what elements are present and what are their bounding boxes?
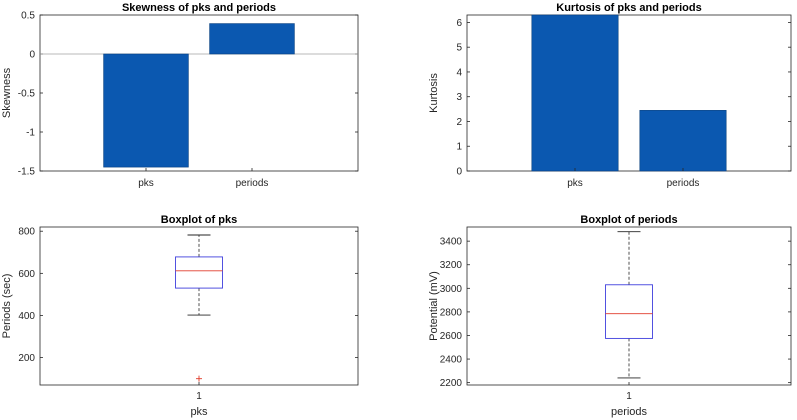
y-tick-label: 0.5 [21,11,35,22]
y-tick-label: 0 [29,50,35,61]
iqr-box [605,284,653,339]
chart-title: Boxplot of pks [161,214,237,226]
y-tick-label: 3000 [440,284,463,295]
y-tick-label: 3 [456,92,462,103]
y-tick-label: -0.5 [18,89,36,100]
axes-frame [466,14,792,172]
y-tick-label: 2200 [440,378,463,389]
x-axis-label: periods [611,406,648,418]
y-tick-label: 3400 [440,237,463,248]
x-tick-label: pks [567,178,583,189]
periods-boxplot: Boxplot of periods 3400 3200 3000 2800 2600 24… [428,214,792,418]
chart-title: Boxplot of periods [580,214,677,226]
y-axis-label: Potential (mV) [428,271,440,341]
axes-frame [39,14,359,172]
iqr-box [175,256,223,289]
x-tick-label: 1 [626,391,632,402]
y-tick-label: 200 [18,353,35,364]
y-axis-label: Skewness [1,67,13,118]
x-tick-label: pks [138,178,154,189]
y-tick-label: -1.5 [18,167,36,178]
x-tick-label: 1 [196,391,202,402]
y-tick-label: -1 [26,128,35,139]
bar-pks [103,53,189,168]
x-axis-label: pks [190,406,208,418]
y-tick-label: 400 [18,311,35,322]
x-tick-label: periods [667,178,700,189]
skewness-bar-chart: Skewness of pks and periods 0.5 0 -0.5 -1 -1.… [1,2,359,189]
y-tick-label: 2 [456,117,462,128]
y-tick-label: 3200 [440,260,463,271]
y-tick-label: 2800 [440,307,463,318]
x-tick-label: periods [236,178,269,189]
y-axis-label: Kurtosis [428,73,440,113]
pks-boxplot: Boxplot of pks 800 600 400 200 Periods (sec) 1… [1,214,359,418]
y-tick-label: 600 [18,269,35,280]
y-tick-label: 2600 [440,331,463,342]
y-tick-label: 1 [456,142,462,153]
y-tick-label: 0 [456,167,462,178]
y-axis-label: Periods (sec) [1,274,13,339]
bar-periods [209,23,295,55]
kurtosis-bar-chart: Kurtosis of pks and periods 6 5 4 3 2 1 0 Kurtos… [428,2,792,189]
bar-periods [639,110,727,172]
y-tick-label: 2400 [440,355,463,366]
y-tick-label: 800 [18,227,35,238]
y-tick-label: 6 [456,18,462,29]
y-tick-label: 4 [456,67,462,78]
chart-title: Kurtosis of pks and periods [556,2,701,14]
bar-pks [531,14,619,172]
chart-title: Skewness of pks and periods [122,2,276,14]
y-tick-label: 5 [456,43,462,54]
